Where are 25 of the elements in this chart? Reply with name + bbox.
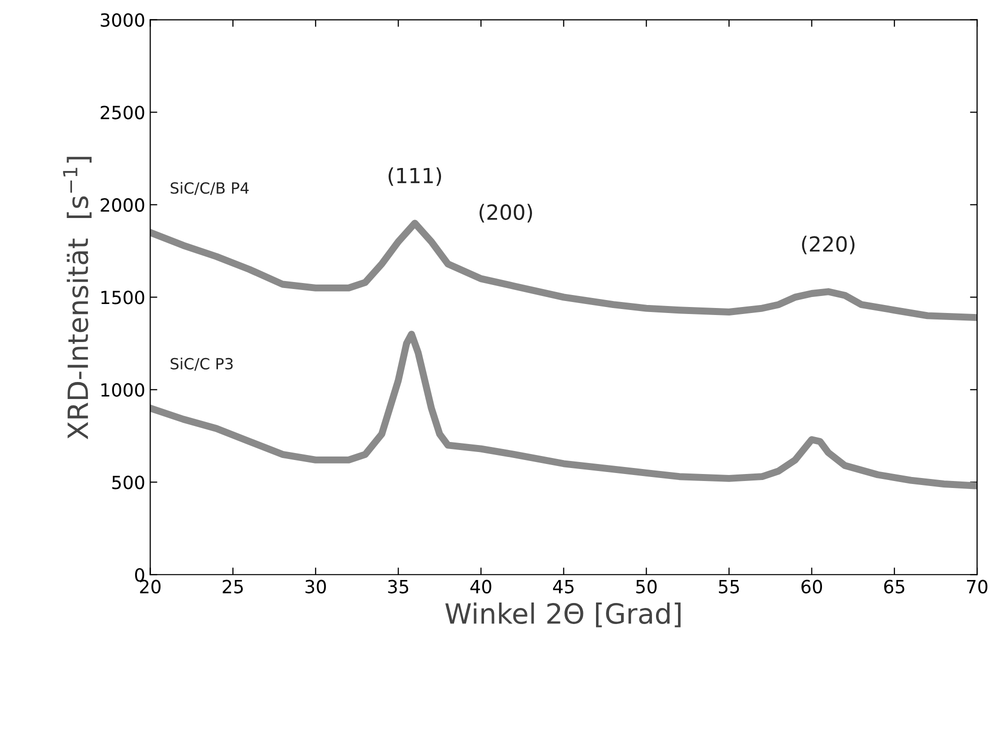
text: SiC/C P3 xyxy=(170,358,233,371)
y-tick-label: 500 xyxy=(112,476,144,490)
x-tick-label: 30 xyxy=(306,580,326,594)
annotation: (220) xyxy=(802,236,854,254)
x-tick-label: 25 xyxy=(222,580,243,594)
x-axis-title: Winkel 2Θ [Grad] xyxy=(445,602,681,628)
x-tick-label: 55 xyxy=(718,580,739,594)
y-tick-label: 2000 xyxy=(100,198,144,212)
y-tick-label: 3000 xyxy=(100,13,144,27)
y-tick-label: 1500 xyxy=(101,290,144,304)
text: SiC/C/B P4 xyxy=(170,182,249,195)
annotation: (200) xyxy=(480,204,532,222)
x-tick-label: 35 xyxy=(388,580,408,594)
y-axis-title: XRD-Intensität [s$^{−1}$] xyxy=(63,156,92,440)
y-tick-label: 1000 xyxy=(101,383,144,397)
x-tick-label: 45 xyxy=(553,580,574,594)
annotation: (111) xyxy=(388,167,442,186)
y-tick-label: 0 xyxy=(135,568,144,582)
x-tick-label: 65 xyxy=(884,580,904,594)
y-tick-label: 2500 xyxy=(100,106,144,120)
x-tick-label: 70 xyxy=(967,580,988,594)
x-tick-label: 20 xyxy=(140,580,161,594)
x-tick-label: 40 xyxy=(470,580,492,594)
x-tick-label: 50 xyxy=(636,580,657,594)
x-tick-label: 60 xyxy=(801,580,822,594)
